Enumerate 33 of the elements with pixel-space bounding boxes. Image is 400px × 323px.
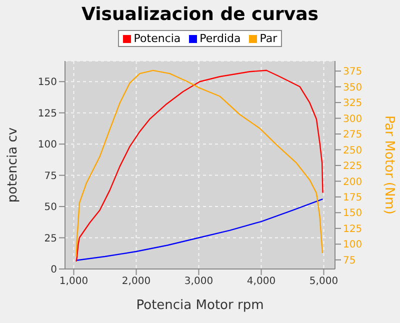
- y2-tick-label: 375: [343, 66, 362, 78]
- y-tick-label: 125: [38, 108, 57, 120]
- y-axis-title: potencia cv: [6, 127, 21, 203]
- y-tick-label: 50: [44, 202, 57, 214]
- y2-tick-label: 300: [343, 114, 362, 125]
- legend-label: Perdida: [200, 32, 241, 45]
- y2-tick-label: 125: [343, 224, 362, 235]
- y-tick-label: 150: [38, 77, 57, 88]
- y2-tick-label: 100: [343, 240, 362, 251]
- y2-tick-label: 200: [343, 176, 362, 188]
- chart-title: Visualizacion de curvas: [80, 4, 320, 25]
- y2-tick-label: 225: [343, 161, 362, 172]
- y2-tick-label: 150: [343, 208, 362, 220]
- y-tick-label: 0: [50, 264, 57, 276]
- y-tick-label: 75: [44, 170, 57, 182]
- y-tick-label: 100: [38, 140, 57, 151]
- y2-tick-label: 275: [343, 130, 362, 141]
- x-tick-label: 2,000: [122, 276, 151, 288]
- line-series: [76, 198, 324, 261]
- y2-tick-label: 250: [343, 145, 362, 156]
- y2-tick-label: 75: [343, 255, 356, 266]
- x-axis-title: Potencia Motor rpm: [136, 298, 264, 313]
- y2-tick-label: 175: [343, 192, 362, 204]
- y2-axis-title: Par Motor (Nm): [381, 116, 396, 214]
- x-tick-label: 3,000: [184, 276, 214, 288]
- x-tick-label: 4,000: [246, 276, 276, 288]
- y-tick-label: 25: [44, 233, 57, 244]
- x-tick-label: 1,000: [59, 276, 88, 288]
- y2-tick-label: 325: [343, 98, 362, 110]
- legend-label: Potencia: [134, 32, 181, 45]
- legend-label: Par: [260, 32, 278, 45]
- x-tick-label: 5,000: [309, 276, 338, 288]
- y2-tick-label: 350: [343, 82, 362, 94]
